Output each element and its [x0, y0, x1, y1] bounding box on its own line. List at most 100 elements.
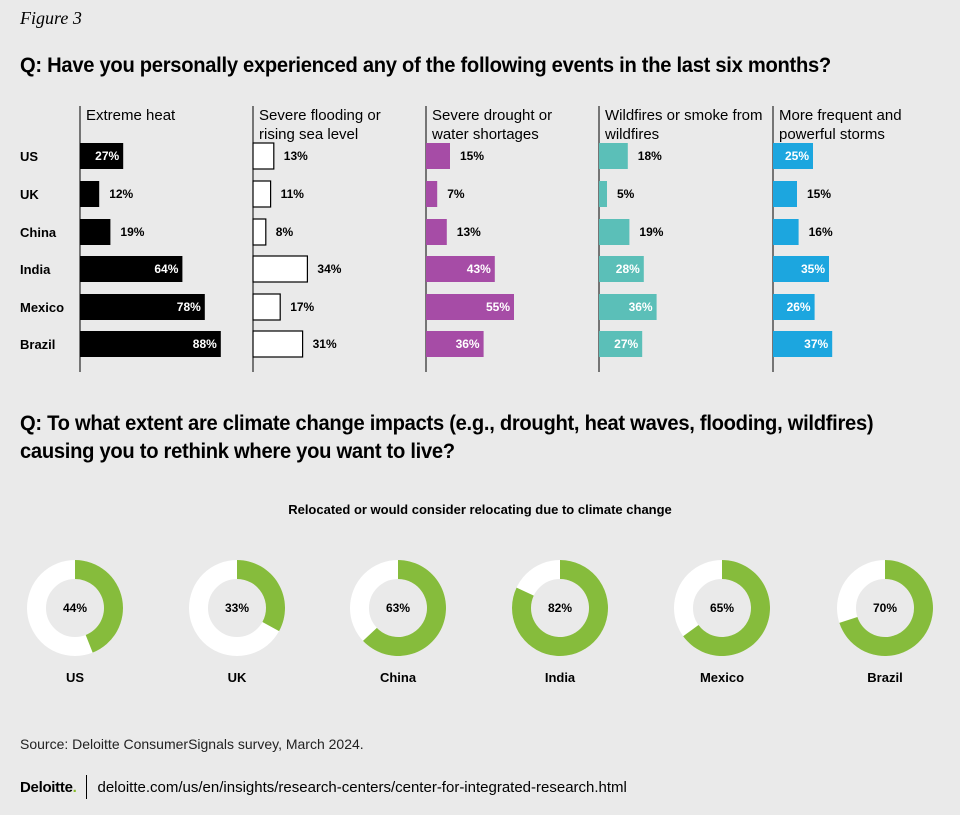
experienced-events-bar-chart: US UK China India Mexico Brazil Extreme heat 27…	[20, 106, 902, 372]
bar-severe-flooding-or-rising-sea-level-china	[252, 218, 267, 246]
donut-slice-mexico	[683, 560, 770, 656]
country-label-uk: UK	[20, 187, 39, 202]
country-label-india: India	[20, 262, 51, 277]
bar-severe-flooding-or-rising-sea-level-mexico	[252, 293, 281, 321]
value-label-severe-flooding-or-rising-sea-level-india: 34%	[317, 262, 341, 276]
bar-severe-drought-or-water-shortages-brazil	[426, 331, 484, 357]
donut-slice-brazil	[839, 560, 933, 656]
value-label-severe-drought-or-water-shortages-china: 13%	[457, 225, 481, 239]
donut-mexico: 65%	[674, 560, 770, 656]
value-label-more-frequent-and-powerful-storms-uk: 15%	[807, 187, 831, 201]
bar-more-frequent-and-powerful-storms-brazil	[773, 331, 833, 357]
series-header-severe-drought-or-water-shortages: Severe drought or	[432, 107, 552, 124]
bar-wildfires-or-smoke-from-wildfires-india	[599, 256, 644, 282]
value-label-severe-flooding-or-rising-sea-level-us: 13%	[284, 149, 308, 163]
donut-value-india: 82%	[548, 601, 572, 615]
value-label-wildfires-or-smoke-from-wildfires-brazil: 27%	[614, 337, 638, 351]
bar-extreme-heat-china	[80, 219, 111, 245]
country-label-china: China	[20, 225, 57, 240]
bar-severe-drought-or-water-shortages-india	[426, 256, 495, 282]
bar-wildfires-or-smoke-from-wildfires-uk	[599, 181, 607, 207]
value-label-wildfires-or-smoke-from-wildfires-uk: 5%	[617, 187, 635, 201]
value-label-more-frequent-and-powerful-storms-brazil: 37%	[804, 337, 828, 351]
country-label-brazil: Brazil	[20, 337, 55, 352]
value-label-severe-drought-or-water-shortages-mexico: 55%	[486, 300, 510, 314]
bar-severe-flooding-or-rising-sea-level-uk	[252, 180, 272, 208]
question-1-title: Q: Have you personally experienced any o…	[20, 54, 831, 77]
series-header-more-frequent-and-powerful-storms: More frequent and	[779, 107, 902, 124]
bar-severe-drought-or-water-shortages-mexico	[426, 294, 514, 320]
bar-extreme-heat-brazil	[80, 331, 221, 357]
bar-more-frequent-and-powerful-storms-uk	[773, 181, 797, 207]
donut-china: 63%	[350, 560, 446, 656]
series-header-extreme-heat: Extreme heat	[86, 107, 176, 124]
deloitte-logo: Deloitte.	[20, 778, 77, 796]
value-label-extreme-heat-mexico: 78%	[177, 300, 201, 314]
bar-severe-flooding-or-rising-sea-level-us	[252, 142, 275, 170]
series-header-wildfires-or-smoke-from-wildfires: wildfires	[604, 126, 659, 143]
bar-wildfires-or-smoke-from-wildfires-brazil	[599, 331, 643, 357]
donut-slice-us	[75, 560, 124, 653]
bar-more-frequent-and-powerful-storms-mexico	[773, 294, 815, 320]
series-header-more-frequent-and-powerful-storms: powerful storms	[779, 126, 885, 143]
value-label-severe-flooding-or-rising-sea-level-mexico: 17%	[290, 300, 314, 314]
bar-severe-drought-or-water-shortages-china	[426, 219, 447, 245]
bar-wildfires-or-smoke-from-wildfires-mexico	[599, 294, 657, 320]
donut-label-china: China	[380, 670, 417, 685]
value-label-extreme-heat-uk: 12%	[109, 187, 133, 201]
value-label-extreme-heat-brazil: 88%	[193, 337, 217, 351]
bar-extreme-heat-us	[80, 143, 124, 169]
donut-us: 44%	[27, 560, 124, 656]
value-label-more-frequent-and-powerful-storms-china: 16%	[809, 225, 833, 239]
bar-more-frequent-and-powerful-storms-us	[773, 143, 813, 169]
value-label-severe-drought-or-water-shortages-brazil: 36%	[456, 337, 480, 351]
donut-value-brazil: 70%	[873, 601, 897, 615]
source-note: Source: Deloitte ConsumerSignals survey,…	[20, 736, 364, 752]
donut-label-us: US	[66, 670, 84, 685]
value-label-more-frequent-and-powerful-storms-mexico: 26%	[787, 300, 811, 314]
bar-severe-flooding-or-rising-sea-level-brazil	[252, 330, 304, 358]
value-label-extreme-heat-us: 27%	[95, 149, 119, 163]
donut-slice-china	[363, 560, 446, 656]
value-label-wildfires-or-smoke-from-wildfires-us: 18%	[638, 149, 662, 163]
series-header-wildfires-or-smoke-from-wildfires: Wildfires or smoke from	[605, 107, 763, 124]
donut-value-china: 63%	[386, 601, 410, 615]
donut-label-brazil: Brazil	[867, 670, 902, 685]
value-label-severe-flooding-or-rising-sea-level-uk: 11%	[281, 187, 305, 201]
donut-slice-uk	[237, 560, 285, 632]
value-label-wildfires-or-smoke-from-wildfires-china: 19%	[639, 225, 663, 239]
bar-severe-drought-or-water-shortages-uk	[426, 181, 438, 207]
footer: Deloitte. deloitte.com/us/en/insights/re…	[20, 775, 627, 799]
donut-uk: 33%	[189, 560, 285, 656]
country-label-us: US	[20, 149, 38, 164]
series-header-severe-flooding-or-rising-sea-level: rising sea level	[259, 126, 358, 143]
donut-label-uk: UK	[228, 670, 247, 685]
donut-india: 82%	[512, 560, 608, 656]
value-label-severe-drought-or-water-shortages-uk: 7%	[447, 187, 465, 201]
donut-label-mexico: Mexico	[700, 670, 744, 685]
value-label-extreme-heat-india: 64%	[154, 262, 178, 276]
series-header-severe-flooding-or-rising-sea-level: Severe flooding or	[259, 107, 381, 124]
series-header-severe-drought-or-water-shortages: water shortages	[431, 126, 539, 143]
value-label-severe-drought-or-water-shortages-us: 15%	[460, 149, 484, 163]
relocation-donut-chart: 44% US 33% UK 63% China 82% India 65% Mexico 70% Br…	[27, 560, 933, 685]
value-label-severe-flooding-or-rising-sea-level-brazil: 31%	[313, 337, 337, 351]
footer-url[interactable]: deloitte.com/us/en/insights/research-cen…	[97, 778, 627, 796]
donut-slice-india	[512, 560, 608, 656]
donut-value-uk: 33%	[225, 601, 249, 615]
bar-wildfires-or-smoke-from-wildfires-china	[599, 219, 630, 245]
bar-extreme-heat-mexico	[80, 294, 205, 320]
bar-extreme-heat-india	[80, 256, 183, 282]
bar-more-frequent-and-powerful-storms-india	[773, 256, 829, 282]
bar-severe-drought-or-water-shortages-us	[426, 143, 450, 169]
bar-wildfires-or-smoke-from-wildfires-us	[599, 143, 628, 169]
value-label-more-frequent-and-powerful-storms-india: 35%	[801, 262, 825, 276]
country-label-mexico: Mexico	[20, 300, 64, 315]
donut-value-us: 44%	[63, 601, 87, 615]
bar-extreme-heat-uk	[80, 181, 100, 207]
donut-brazil: 70%	[837, 560, 933, 656]
question-2-title: Q: To what extent are climate change imp…	[20, 412, 874, 463]
value-label-extreme-heat-china: 19%	[120, 225, 144, 239]
value-label-more-frequent-and-powerful-storms-us: 25%	[785, 149, 809, 163]
bar-severe-flooding-or-rising-sea-level-india	[252, 255, 309, 283]
